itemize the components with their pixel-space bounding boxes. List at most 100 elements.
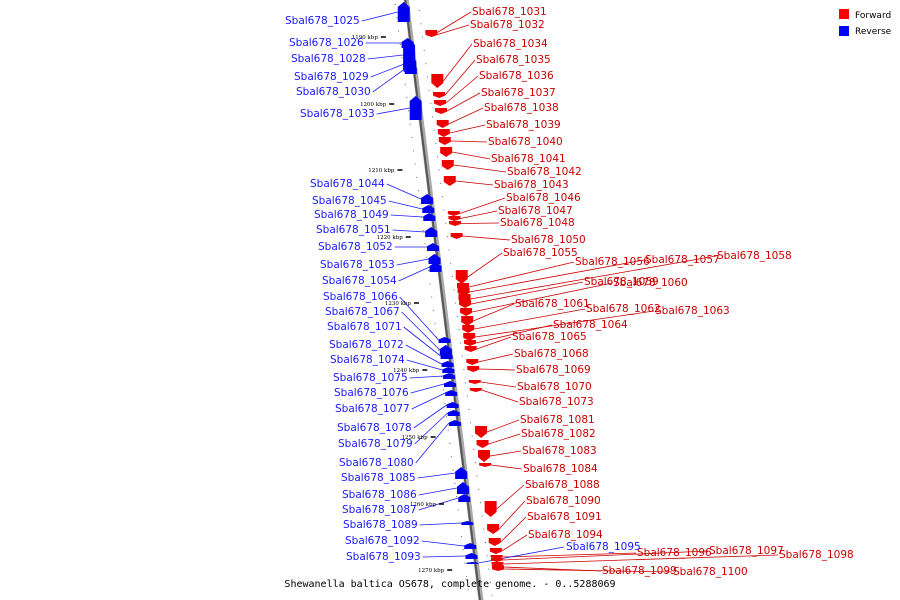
forward-gene-label: Sbal678_1038 — [484, 102, 559, 114]
minor-tick — [471, 435, 473, 437]
scale-tick-label: 1260 kbp — [410, 502, 437, 508]
forward-gene-label: Sbal678_1035 — [476, 54, 551, 66]
reverse-leader — [421, 540, 465, 547]
forward-gene-label: Sbal678_1042 — [507, 166, 582, 178]
forward-leader — [476, 336, 512, 350]
forward-gene-label: Sbal678_1096 — [637, 547, 712, 559]
forward-gene-label: Sbal678_1081 — [520, 414, 595, 426]
forward-gene — [425, 32, 438, 37]
forward-leader — [475, 310, 655, 338]
minor-tick — [476, 475, 478, 477]
minor-tick — [463, 369, 465, 371]
reverse-gene — [465, 553, 478, 559]
minor-tick — [396, 17, 398, 19]
minor-tick — [418, 10, 420, 11]
minor-tick — [457, 509, 459, 511]
minor-tick — [407, 110, 409, 112]
reverse-gene-label: Sbal678_1074 — [330, 354, 405, 366]
reverse-leader — [403, 326, 441, 357]
reverse-gene — [423, 213, 436, 221]
forward-leader — [501, 534, 528, 552]
scale-tick-label: 1240 kbp — [393, 368, 420, 374]
reverse-gene — [404, 64, 417, 74]
forward-leader — [479, 368, 516, 371]
minor-tick — [453, 289, 455, 291]
minor-tick — [473, 448, 475, 450]
forward-leader — [437, 11, 472, 33]
minor-tick — [441, 376, 443, 378]
reverse-gene — [464, 543, 477, 549]
minor-tick — [489, 581, 491, 583]
forward-gene — [443, 176, 456, 186]
minor-tick — [466, 395, 468, 397]
forward-gene — [484, 501, 497, 517]
forward-gene — [461, 316, 474, 326]
reverse-leader — [390, 214, 424, 218]
reverse-gene-label: Sbal678_1052 — [318, 241, 393, 253]
reverse-gene-label: Sbal678_1092 — [345, 535, 420, 547]
forward-gene — [455, 270, 468, 284]
minor-tick — [460, 342, 462, 344]
reverse-gene — [421, 194, 434, 204]
minor-tick — [394, 4, 396, 5]
forward-leader — [503, 554, 779, 565]
reverse-gene — [441, 361, 454, 367]
backbone-line — [404, 0, 481, 600]
reverse-leader — [370, 63, 405, 78]
forward-gene-label: Sbal678_1058 — [717, 250, 792, 262]
forward-gene-label: Sbal678_1065 — [512, 331, 587, 343]
minor-tick — [399, 43, 401, 45]
genome-backbone — [403, 0, 484, 600]
reverse-gene-label: Sbal678_1075 — [333, 372, 408, 384]
forward-leader — [444, 59, 476, 96]
minor-tick — [427, 270, 429, 271]
forward-gene — [468, 380, 481, 384]
forward-gene-label: Sbal678_1043 — [494, 179, 569, 191]
minor-tick — [480, 502, 482, 504]
reverse-leader — [413, 404, 447, 429]
forward-gene — [463, 333, 476, 341]
forward-leader — [461, 222, 500, 224]
minor-tick — [459, 522, 461, 524]
forward-gene-label: Sbal678_1070 — [517, 381, 592, 393]
reverse-gene-label: Sbal678_1085 — [341, 472, 416, 484]
minor-tick — [425, 63, 427, 65]
forward-leader — [448, 107, 484, 125]
reverse-gene — [429, 262, 442, 272]
forward-gene — [469, 388, 482, 392]
reverse-gene-label: Sbal678_1066 — [323, 291, 398, 303]
minor-tick — [447, 429, 449, 431]
minor-tick — [437, 349, 439, 351]
reverse-gene-label: Sbal678_1067 — [325, 306, 400, 318]
minor-tick — [443, 209, 445, 211]
forward-gene-label: Sbal678_1062 — [586, 303, 661, 315]
reverse-gene-label: Sbal678_1044 — [310, 178, 385, 190]
forward-gene-label: Sbal678_1083 — [522, 445, 597, 457]
reverse-gene-label: Sbal678_1093 — [346, 551, 421, 563]
minor-tick — [465, 575, 467, 577]
minor-tick — [406, 97, 408, 99]
minor-tick — [452, 469, 454, 471]
minor-tick — [414, 163, 416, 165]
minor-tick — [432, 309, 434, 311]
forward-gene-label: Sbal678_1057 — [645, 254, 720, 266]
reverse-leader — [388, 200, 423, 210]
forward-gene-label: Sbal678_1100 — [673, 566, 748, 578]
forward-gene — [466, 359, 479, 365]
forward-gene-label: Sbal678_1039 — [486, 119, 561, 131]
reverse-leader — [422, 555, 466, 558]
forward-gene — [440, 147, 453, 157]
reverse-gene — [466, 562, 479, 564]
forward-leader — [459, 197, 506, 214]
reverse-gene — [442, 367, 455, 373]
minor-tick — [401, 57, 403, 59]
reverse-gene-label: Sbal678_1051 — [316, 224, 391, 236]
forward-leader — [450, 140, 488, 143]
forward-leader — [480, 381, 517, 388]
forward-gene-label: Sbal678_1099 — [602, 565, 677, 577]
forward-gene-label: Sbal678_1060 — [613, 277, 688, 289]
reverse-gene-label: Sbal678_1079 — [338, 438, 413, 450]
forward-leader — [455, 180, 494, 186]
minor-tick — [427, 76, 429, 78]
